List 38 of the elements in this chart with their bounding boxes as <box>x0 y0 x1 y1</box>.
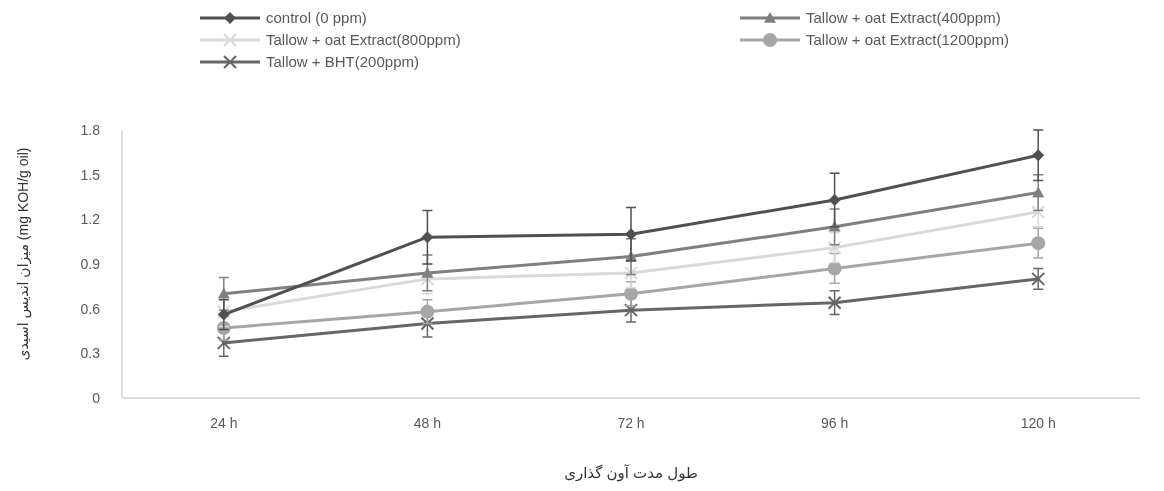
point <box>624 303 638 318</box>
point <box>1031 271 1046 286</box>
point <box>217 287 230 299</box>
legend-label: Tallow + oat Extract(400ppm) <box>806 9 1001 27</box>
y-tick-label: 1.5 <box>80 166 101 183</box>
point <box>625 228 637 241</box>
point <box>420 316 435 331</box>
y-axis-title: میزان اندیس اسیدی (mg KOH/g oil) <box>15 147 32 361</box>
point <box>216 304 231 319</box>
point <box>624 265 638 280</box>
y-tick-label: 0 <box>92 389 101 406</box>
y-tick-label: 0.6 <box>80 300 101 317</box>
y-tick-label: 1.2 <box>80 211 101 228</box>
point <box>216 335 231 350</box>
point <box>1031 236 1046 251</box>
legend-label: Tallow + BHT(200ppm) <box>266 53 419 71</box>
x-axis-title: طول مدت آون گذاری <box>564 464 698 482</box>
y-tick-label: 0.9 <box>80 255 101 272</box>
legend-label: Tallow + oat Extract(1200ppm) <box>806 31 1010 49</box>
legend-label: control (0 ppm) <box>266 9 367 27</box>
point <box>1031 204 1046 219</box>
x-tick-label: 24 h <box>210 415 238 431</box>
y-tick-label: 0.3 <box>80 345 101 362</box>
point <box>827 240 842 255</box>
x-tick-label: 96 h <box>820 415 849 431</box>
x-tick-label: 72 h <box>617 415 645 431</box>
point <box>1032 149 1045 162</box>
point <box>828 193 841 206</box>
y-tick-label: 1.8 <box>80 121 101 138</box>
point <box>217 308 230 321</box>
x-tick-label: 120 h <box>1020 415 1056 431</box>
point <box>827 295 842 310</box>
point <box>420 304 435 319</box>
legend-label: Tallow + oat Extract(800ppm) <box>266 31 461 49</box>
point <box>1032 186 1045 198</box>
point <box>421 231 434 244</box>
point <box>827 261 842 276</box>
x-tick-label: 48 h <box>413 415 442 431</box>
